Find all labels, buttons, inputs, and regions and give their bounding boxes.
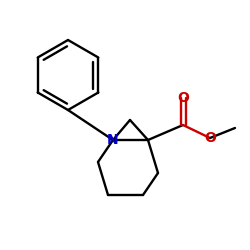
Text: N: N bbox=[107, 133, 119, 147]
Text: O: O bbox=[177, 91, 189, 105]
Text: O: O bbox=[204, 131, 216, 145]
